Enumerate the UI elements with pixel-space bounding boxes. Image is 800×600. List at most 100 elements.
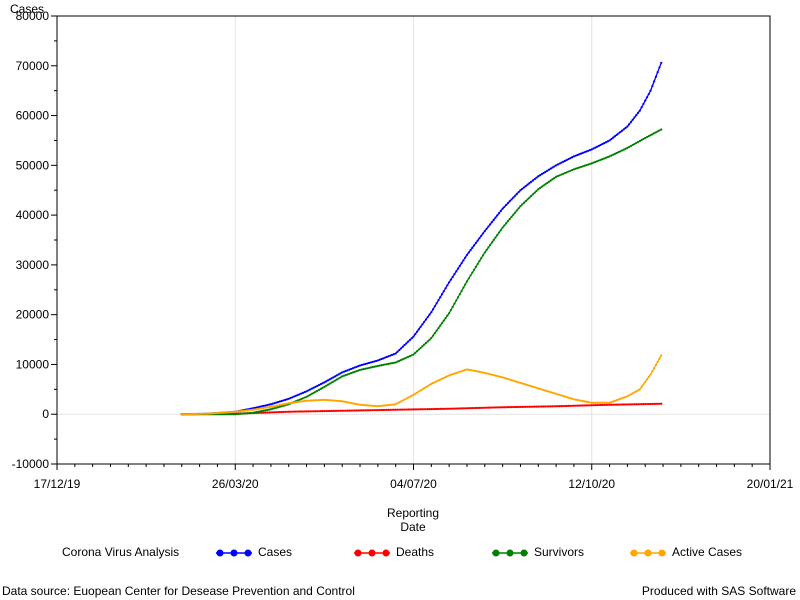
data-point [391,353,394,356]
data-point [465,253,469,257]
data-point [243,412,246,415]
data-point [494,216,497,219]
data-point [579,165,583,169]
data-point [364,404,367,407]
data-point [540,185,543,188]
data-point [603,401,606,404]
data-point [262,406,265,410]
data-point [638,388,641,391]
data-point [271,411,274,414]
data-point [344,400,347,404]
data-point [510,215,513,218]
data-point [314,399,317,402]
data-point [551,405,554,408]
data-point [601,401,604,404]
data-point [524,184,527,188]
data-point [533,386,536,389]
data-point [373,360,376,363]
data-point [385,404,388,407]
data-point [592,147,595,150]
data-point [505,406,508,409]
data-point [319,410,322,413]
data-point [346,373,349,376]
data-point [415,408,419,411]
data-point [251,411,255,414]
data-point [228,413,231,416]
data-point [439,324,442,327]
data-point [565,404,568,408]
data-point [337,377,340,380]
data-point [399,400,403,403]
data-point [496,406,499,409]
data-point [269,411,272,414]
x-tick-label: 20/01/21 [747,477,794,491]
data-point [367,409,371,412]
data-point [620,129,624,132]
data-point [321,386,324,389]
data-point [228,411,231,414]
data-point [455,407,458,410]
data-point [428,383,431,387]
data-point [353,409,356,412]
data-point [571,168,574,172]
data-point [227,413,230,416]
data-point [355,365,358,368]
data-point [184,413,187,416]
data-point [585,150,588,153]
legend-swatch-survivors [492,549,528,557]
data-point [216,411,219,415]
data-point [426,315,429,319]
data-point [414,351,417,354]
data-point [480,371,483,374]
data-point [396,402,399,405]
data-point [244,412,248,415]
data-point [588,162,592,166]
legend-title: Corona Virus Analysis [62,545,180,559]
data-point [374,359,378,363]
data-point [330,409,333,413]
data-point [524,405,527,408]
data-point [360,403,363,407]
data-point [366,367,369,370]
data-point [449,278,453,281]
data-point [644,136,647,140]
data-point [328,378,331,381]
data-point [597,403,600,407]
data-point [649,134,652,137]
data-point [553,176,556,180]
data-point [464,256,467,259]
data-point [341,409,344,412]
data-point [362,409,365,412]
data-point [560,173,563,176]
data-point [514,211,517,214]
data-point [330,377,333,380]
data-point [407,340,410,343]
data-point [565,158,568,162]
data-point [490,241,494,244]
data-point [260,411,264,414]
data-point [497,375,501,378]
data-point [572,168,576,171]
data-point [521,382,524,385]
data-point [221,413,224,416]
data-point [314,390,317,393]
data-point [301,391,305,394]
data-point [380,404,383,407]
data-point [198,412,201,415]
data-point [243,409,246,412]
data-point [531,385,535,388]
data-point [455,371,458,375]
data-point [537,387,540,390]
data-point [355,409,358,412]
data-point [285,410,289,413]
data-point [442,376,445,380]
data-point [537,188,540,191]
data-point [572,155,576,158]
data-point [433,331,436,335]
data-point [321,410,324,413]
data-point [333,379,337,382]
data-point [562,172,565,175]
legend-marker [658,549,666,557]
data-point [562,404,565,408]
data-point [458,264,461,267]
